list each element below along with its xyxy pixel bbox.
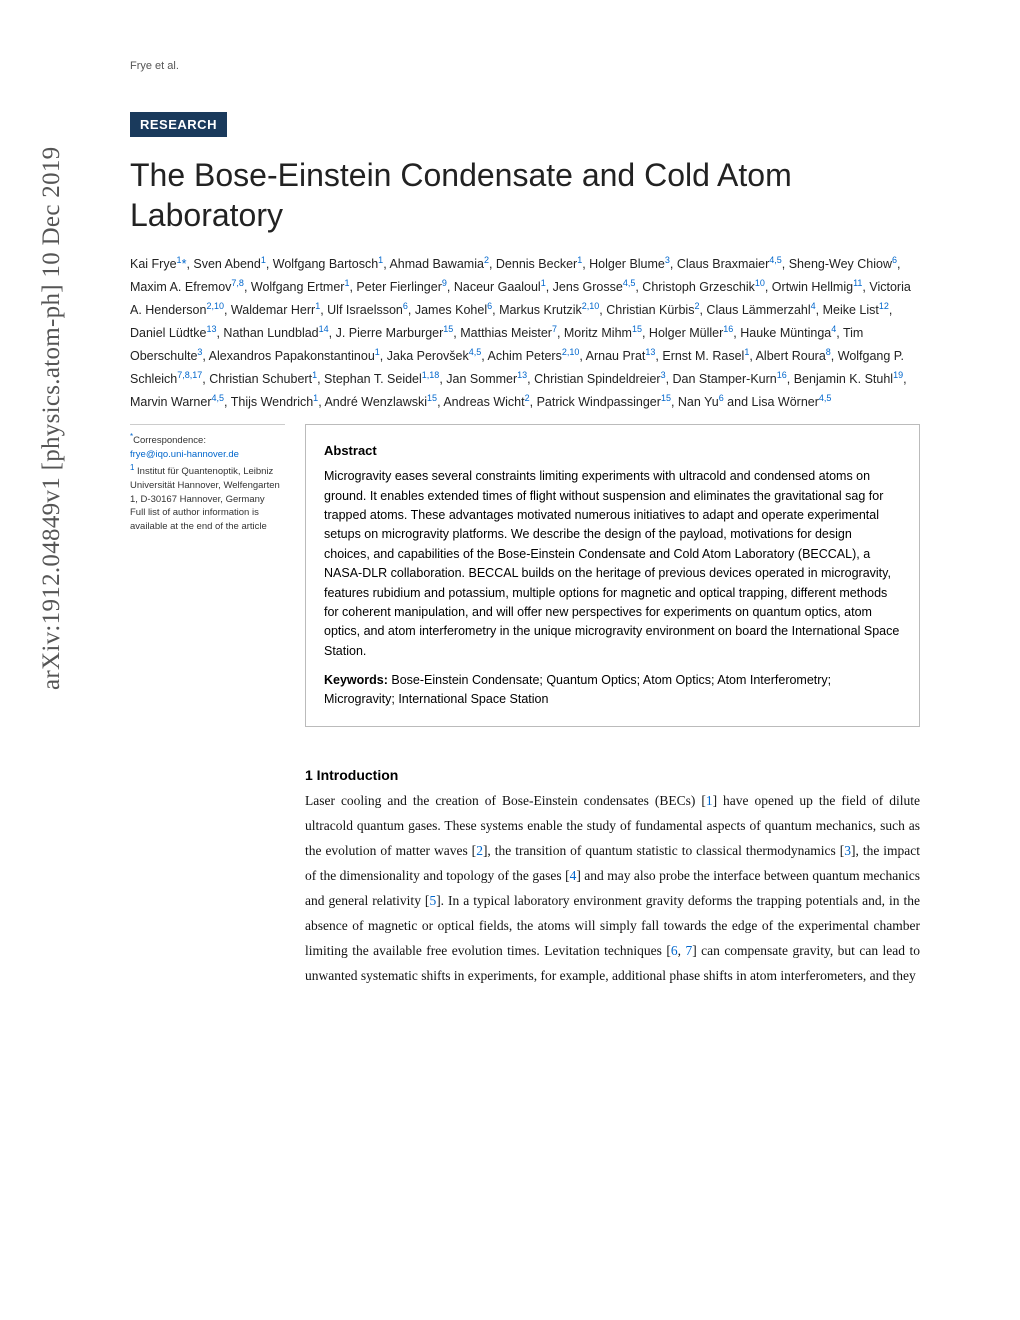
citation-6[interactable]: 6: [671, 943, 678, 958]
citation-2[interactable]: 2: [476, 843, 483, 858]
correspondence-affiliation: 1 Institut für Quantenoptik, Leibniz Uni…: [130, 462, 285, 506]
citation-1[interactable]: 1: [706, 793, 713, 808]
abstract-box: Abstract Microgravity eases several cons…: [305, 424, 920, 727]
abstract-title: Abstract: [324, 441, 901, 461]
keywords-label: Keywords:: [324, 673, 388, 687]
citation-5[interactable]: 5: [429, 893, 436, 908]
correspondence-email[interactable]: frye@iqo.uni-hannover.de: [130, 448, 285, 462]
abstract-text: Microgravity eases several constraints l…: [324, 467, 901, 661]
section-1-title: 1 Introduction: [305, 767, 920, 783]
author-list: Kai Frye1*, Sven Abend1, Wolfgang Bartos…: [130, 253, 920, 414]
introduction-body: Laser cooling and the creation of Bose-E…: [305, 789, 920, 989]
two-column-layout: *Correspondence: frye@iqo.uni-hannover.d…: [130, 424, 920, 988]
keywords-line: Keywords: Bose-Einstein Condensate; Quan…: [324, 671, 901, 710]
correspondence-note: Full list of author information is avail…: [130, 506, 285, 534]
arxiv-identifier: arXiv:1912.04849v1 [physics.atom-ph] 10 …: [38, 147, 66, 690]
citation-7[interactable]: 7: [685, 943, 692, 958]
keywords-text: Bose-Einstein Condensate; Quantum Optics…: [324, 673, 831, 706]
running-header: Frye et al.: [130, 60, 920, 72]
correspondence-sidebar: *Correspondence: frye@iqo.uni-hannover.d…: [130, 424, 285, 988]
paper-title: The Bose-Einstein Condensate and Cold At…: [130, 155, 920, 235]
correspondence-label: *Correspondence:: [130, 431, 285, 448]
main-column: Abstract Microgravity eases several cons…: [305, 424, 920, 988]
research-badge: RESEARCH: [130, 112, 227, 137]
citation-3[interactable]: 3: [844, 843, 851, 858]
header-citation-text: Frye et al.: [130, 60, 179, 72]
citation-4[interactable]: 4: [570, 868, 577, 883]
